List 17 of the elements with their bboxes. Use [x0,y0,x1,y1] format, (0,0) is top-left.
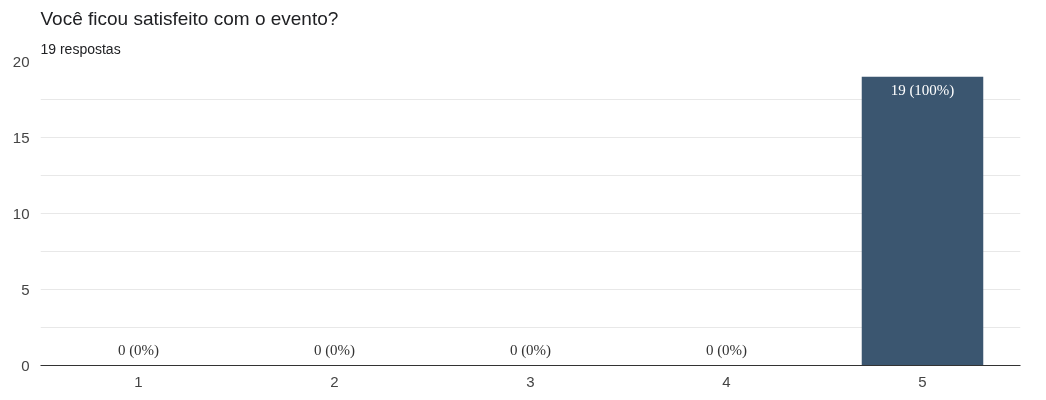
y-tick-label: 15 [12,128,30,146]
y-tick-label: 20 [12,52,30,70]
data-label: 0 (0%) [509,341,552,359]
x-tick-label: 4 [722,372,731,390]
x-tick-label: 3 [526,372,535,390]
data-label: 19 (100%) [890,81,955,99]
y-tick-label: 5 [21,280,30,298]
y-tick-label: 0 [21,356,30,374]
chart-title: Você ficou satisfeito com o evento? [40,7,339,29]
data-label: 0 (0%) [117,341,160,359]
x-tick-label: 1 [134,372,143,390]
x-tick-label: 2 [330,372,339,390]
chart-subtitle: 19 respostas [40,40,121,57]
data-label: 0 (0%) [313,341,356,359]
data-label: 0 (0%) [705,341,748,359]
y-tick-label: 10 [12,204,30,222]
x-tick-label: 5 [918,372,927,390]
